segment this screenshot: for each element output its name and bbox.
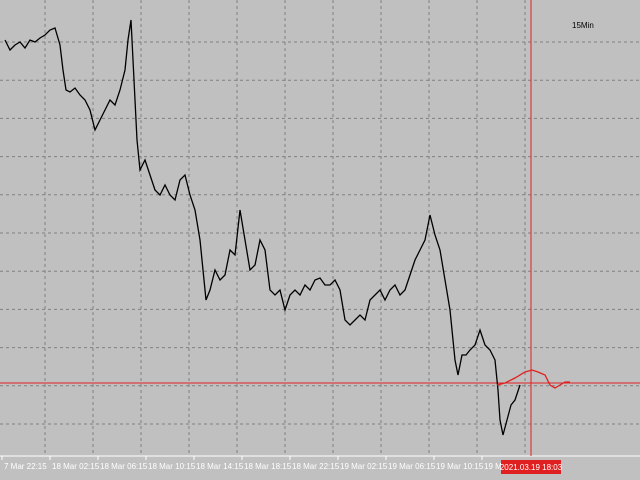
x-tick-label: 19 M	[484, 462, 502, 471]
period-label: 15Min	[572, 21, 594, 30]
x-tick-label: 18 Mar 06:15	[100, 462, 148, 471]
x-tick-label: 18 Mar 02:15	[52, 462, 100, 471]
x-tick-label: 7 Mar 22:15	[4, 462, 47, 471]
x-tick-label: 19 Mar 02:15	[340, 462, 388, 471]
crosshair-label: 2021.03.19 18:03	[500, 463, 563, 472]
x-tick-label: 18 Mar 10:15	[148, 462, 196, 471]
x-tick-label: 18 Mar 18:15	[244, 462, 292, 471]
x-tick-label: 18 Mar 22:15	[292, 462, 340, 471]
x-tick-label: 19 Mar 06:15	[388, 462, 436, 471]
x-tick-label: 18 Mar 14:15	[196, 462, 244, 471]
x-tick-label: 19 Mar 10:15	[436, 462, 484, 471]
crosshair-box	[501, 460, 561, 474]
price-series	[4, 19, 521, 436]
price-series	[496, 369, 570, 389]
